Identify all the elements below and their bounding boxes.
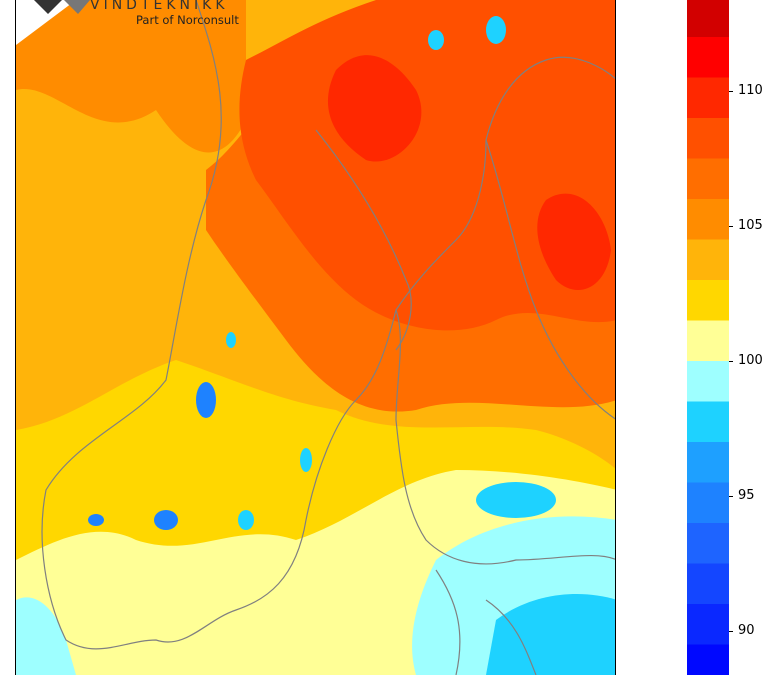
colorbar-swatch-1: [687, 604, 729, 645]
logo-tagline: Part of Norconsult: [136, 13, 239, 27]
coastlines: [41, 0, 615, 675]
mountain-blue-2: [154, 510, 178, 530]
colorbar-swatches: [687, 0, 729, 675]
colorbar-swatch-4: [687, 482, 729, 523]
colorbar-tick-110: 110: [738, 83, 763, 98]
colorbar-swatch-14: [687, 77, 729, 118]
colorbar-swatch-0: [687, 644, 729, 675]
mountain-blue-8: [300, 448, 312, 472]
mountain-blue-1: [196, 382, 216, 418]
colorbar-swatch-5: [687, 442, 729, 483]
colorbar-swatch-8: [687, 320, 729, 361]
map-panel: [15, 0, 616, 675]
colorbar-swatch-16: [687, 0, 729, 37]
colorbar-tickmark-95: [729, 496, 733, 497]
finland-lake-blue: [476, 482, 556, 518]
anomaly-map: [16, 0, 615, 675]
zone-north-red: [327, 55, 422, 162]
colorbar-swatch-15: [687, 37, 729, 78]
colorbar-tick-90: 90: [738, 623, 755, 638]
mountain-blue-7: [486, 16, 506, 44]
mountain-blue-4: [238, 510, 254, 530]
mountain-blue-3: [88, 514, 104, 526]
colorbar-swatch-10: [687, 239, 729, 280]
colorbar-swatch-3: [687, 523, 729, 564]
colorbar-tickmark-100: [729, 361, 733, 362]
zone-west-lightblue: [16, 597, 76, 675]
zone-finland-red: [537, 193, 611, 290]
colorbar-swatch-11: [687, 199, 729, 240]
colorbar: [687, 0, 729, 675]
colorbar-swatch-7: [687, 361, 729, 402]
zone-baltic-cyan: [486, 594, 615, 675]
mountain-blue-6: [428, 30, 444, 50]
logo-mark-icon: [34, 0, 90, 14]
colorbar-tick-100: 100: [738, 353, 763, 368]
colorbar-swatch-13: [687, 118, 729, 159]
colorbar-tick-105: 105: [738, 218, 763, 233]
vindteknikk-logo: VINDTEKNIKK Part of Norconsult: [18, 0, 258, 32]
colorbar-swatch-2: [687, 563, 729, 604]
colorbar-tickmark-110: [729, 91, 733, 92]
colorbar-tickmark-105: [729, 226, 733, 227]
colorbar-swatch-12: [687, 158, 729, 199]
colorbar-swatch-6: [687, 401, 729, 442]
zone-orange-sea: [16, 0, 246, 153]
map-edge-blank: [16, 0, 76, 45]
logo-brand-text: VINDTEKNIKK: [90, 0, 229, 13]
mountain-blue-5: [226, 332, 236, 348]
colorbar-tickmark-90: [729, 631, 733, 632]
colorbar-swatch-9: [687, 280, 729, 321]
colorbar-tick-95: 95: [738, 488, 755, 503]
